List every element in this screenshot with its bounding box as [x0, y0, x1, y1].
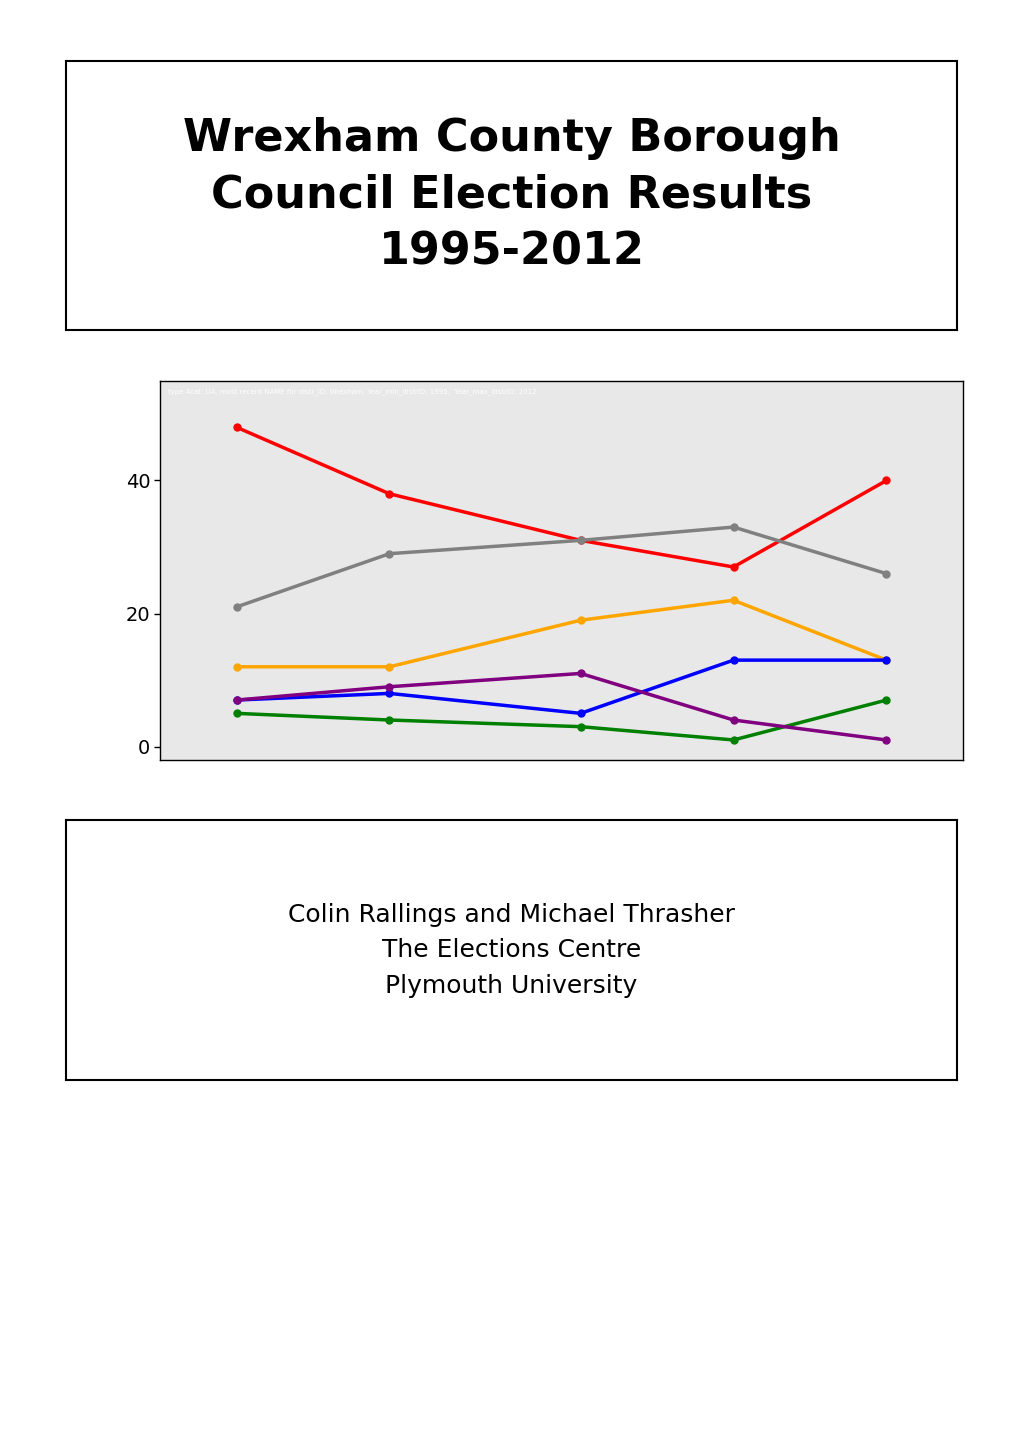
Text: Colin Rallings and Michael Thrasher
The Elections Centre
Plymouth University: Colin Rallings and Michael Thrasher The … — [287, 903, 735, 998]
Text: Wrexham County Borough
Council Election Results
1995-2012: Wrexham County Borough Council Election … — [182, 117, 840, 274]
Text: type 4cat: UA, most recent NAME for distr_ID: Wrexham, Year_min_distrID: 1995,  : type 4cat: UA, most recent NAME for dist… — [168, 388, 536, 395]
